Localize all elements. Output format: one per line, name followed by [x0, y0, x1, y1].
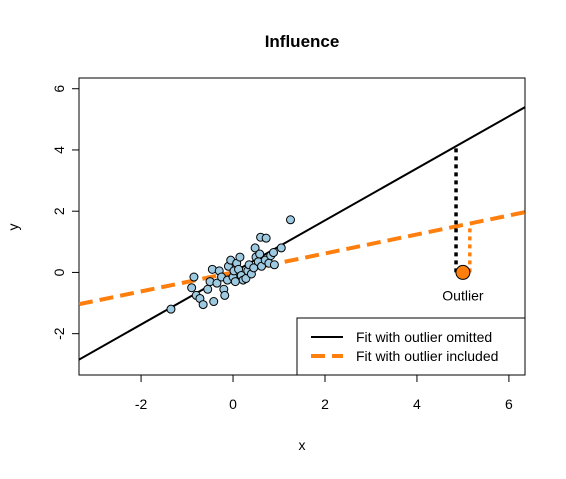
- outlier-label: Outlier: [442, 287, 484, 303]
- x-tick-label: 2: [321, 396, 329, 412]
- y-tick-label: 4: [51, 146, 67, 154]
- data-point: [189, 272, 199, 282]
- x-tick-label: 0: [229, 396, 237, 412]
- y-tick-label: -2: [51, 327, 67, 340]
- y-axis-label: y: [5, 224, 21, 231]
- y-axis: -2 0 2 4 6: [51, 85, 79, 340]
- x-axis-label: x: [299, 437, 306, 453]
- data-point: [286, 215, 296, 225]
- x-tick-label: 6: [505, 396, 513, 412]
- y-tick-label: 0: [51, 268, 67, 276]
- data-point: [198, 300, 208, 310]
- data-point: [166, 304, 176, 314]
- data-point: [261, 233, 271, 243]
- outlier-point: [455, 264, 471, 280]
- legend-label-fit-included: Fit with outlier included: [356, 348, 498, 364]
- data-point: [230, 277, 240, 287]
- data-point: [209, 297, 219, 307]
- y-tick-label: 2: [51, 207, 67, 215]
- data-point: [203, 284, 213, 294]
- data-point: [269, 260, 279, 270]
- data-point: [187, 283, 197, 293]
- x-tick-label: 4: [413, 396, 421, 412]
- data-point: [235, 252, 245, 262]
- fit-line-outlier-omitted: [79, 106, 525, 361]
- x-axis: -2 0 2 4 6: [135, 375, 513, 412]
- data-point: [212, 278, 222, 288]
- data-point: [220, 290, 230, 300]
- data-point: [276, 243, 286, 253]
- data-point: [268, 248, 278, 258]
- x-tick-label: -2: [135, 396, 148, 412]
- legend: Fit with outlier omitted Fit with outlie…: [296, 317, 526, 376]
- fit-line-outlier-included: [79, 210, 525, 307]
- chart-title: Influence: [265, 32, 340, 51]
- plot-area: [79, 106, 525, 361]
- data-point: [255, 249, 265, 259]
- legend-box: [296, 317, 526, 376]
- data-point: [250, 243, 260, 253]
- y-tick-label: 6: [51, 85, 67, 93]
- legend-label-fit-omitted: Fit with outlier omitted: [356, 329, 492, 345]
